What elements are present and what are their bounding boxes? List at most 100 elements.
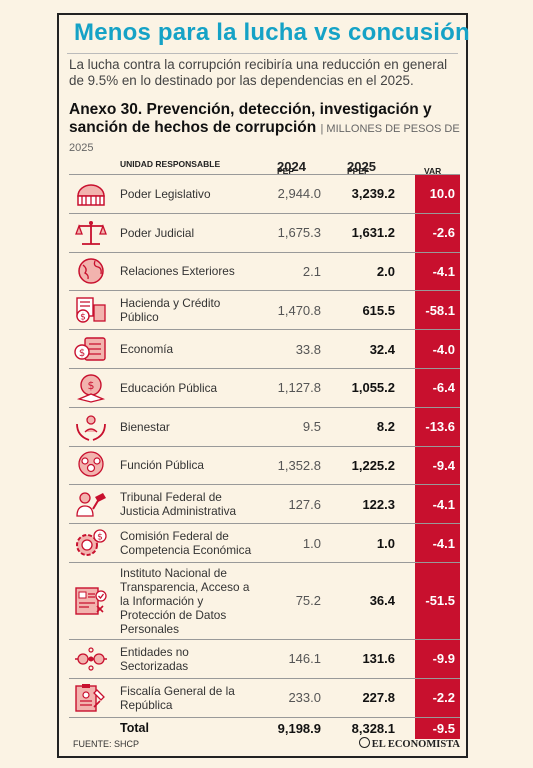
- row-unit-name: Fiscalía General de la República: [120, 683, 235, 712]
- row-pef-2024: 1,470.8: [277, 302, 321, 318]
- row-unit-name: Relaciones Exteriores: [120, 264, 235, 279]
- row-var-percent: -6.4: [415, 368, 460, 407]
- table-row: $ Educación Pública 1,127.8 1,055.2 -6.4: [69, 367, 460, 407]
- row-ppef-2025: 8.2: [376, 419, 395, 435]
- row-var-percent: -9.9: [415, 639, 460, 678]
- row-ppef-2025: 122.3: [362, 496, 395, 512]
- row-unit-name: Economía: [120, 342, 174, 357]
- row-ppef-2025: 1,225.2: [351, 457, 395, 473]
- row-ppef-2025: 2.0: [376, 263, 395, 279]
- legislative-building-icon: [73, 179, 109, 209]
- row-ppef-2025: 36.4: [369, 593, 395, 609]
- table-row: Instituto Nacional de Transparencia, Acc…: [69, 561, 460, 639]
- annex-title-text: Anexo 30. Prevención, detección, investi…: [69, 101, 432, 136]
- row-pef-2024: 2,944.0: [277, 186, 321, 202]
- header-ppef: PPEF 2025: [347, 159, 376, 176]
- table-row: Bienestar 9.5 8.2 -13.6: [69, 406, 460, 446]
- network-nodes-icon: [73, 644, 109, 674]
- lead-text: La lucha contra la corrupción recibiría …: [69, 57, 448, 88]
- header-pef: PEF 2024: [277, 159, 306, 176]
- row-ppef-2025: 1.0: [376, 535, 395, 551]
- gear-dollar-icon: $: [73, 528, 109, 558]
- headline: Menos para la lucha vs concusión: [74, 19, 470, 46]
- row-pef-2024: 1.0: [302, 535, 321, 551]
- row-pef-2024: 1,675.3: [277, 225, 321, 241]
- row-unit-name: Tribunal Federal de Justicia Administrat…: [120, 490, 237, 519]
- row-pef-2024: 233.0: [288, 690, 321, 706]
- row-pef-2024: 2.1: [302, 263, 321, 279]
- row-var-percent: 10.0: [415, 175, 460, 213]
- total-2024: 9,198.9: [277, 720, 321, 736]
- table-row: Poder Judicial 1,675.3 1,631.2 -2.6: [69, 212, 460, 252]
- table-header: UNIDAD RESPONSABLE PEF 2024 PPEF 2025 VA…: [69, 152, 460, 186]
- infographic-frame: Menos para la lucha vs concusión La luch…: [57, 13, 470, 758]
- header-pef-year: 2024: [277, 159, 306, 174]
- row-var-percent: -4.1: [415, 485, 460, 524]
- row-ppef-2025: 1,055.2: [351, 380, 395, 396]
- total-row: Total 9,198.9 8,328.1 -9.5: [69, 716, 460, 739]
- row-pef-2024: 127.6: [288, 496, 321, 512]
- money-calculator-icon: $: [73, 295, 109, 325]
- table-row: $ Economía 33.8 32.4 -4.0: [69, 329, 460, 368]
- row-unit-name: Comisión Federal de Competencia Económic…: [120, 529, 252, 558]
- row-unit-name: Poder Legislativo: [120, 186, 211, 201]
- total-var: -9.5: [415, 717, 460, 739]
- row-var-percent: -4.1: [415, 524, 460, 562]
- svg-text:$: $: [80, 313, 86, 323]
- scales-of-justice-icon: [73, 218, 109, 248]
- table-row: Función Pública 1,352.8 1,225.2 -9.4: [69, 445, 460, 485]
- row-ppef-2025: 1,631.2: [351, 225, 395, 241]
- row-unit-name: Poder Judicial: [120, 225, 195, 240]
- row-unit-name: Bienestar: [120, 419, 170, 434]
- row-var-percent: -4.1: [415, 252, 460, 291]
- row-pef-2024: 146.1: [288, 651, 321, 667]
- row-var-percent: -9.4: [415, 446, 460, 485]
- table-row: $ Comisión Federal de Competencia Económi…: [69, 523, 460, 562]
- row-var-percent: -4.0: [415, 330, 460, 368]
- header-pef-prefix: PEF: [277, 166, 294, 176]
- table-row: Poder Legislativo 2,944.0 3,239.2 10.0: [69, 174, 460, 213]
- row-unit-name: Educación Pública: [120, 380, 218, 395]
- graduation-cap-icon: $: [73, 373, 109, 403]
- row-unit-name: Entidades no Sectorizadas: [120, 644, 189, 673]
- globe-icon: [73, 256, 109, 286]
- row-var-percent: -13.6: [415, 407, 460, 446]
- table-row: Tribunal Federal de Justicia Administrat…: [69, 484, 460, 524]
- brand-logo: EL ECONOMISTA: [358, 737, 460, 750]
- header-ppef-prefix: PPEF: [347, 166, 370, 176]
- divider: [67, 53, 458, 54]
- table-row: Entidades no Sectorizadas 146.1 131.6 -9.9: [69, 638, 460, 678]
- annex-unit: | MILLONES DE PESOS DE 2025: [69, 123, 460, 154]
- row-var-percent: -2.6: [415, 213, 460, 252]
- row-pef-2024: 75.2: [295, 593, 321, 609]
- row-var-percent: -51.5: [415, 562, 460, 639]
- svg-text:$: $: [97, 533, 103, 543]
- row-ppef-2025: 3,239.2: [351, 186, 395, 202]
- row-unit-name: Función Pública: [120, 458, 204, 473]
- header-ppef-year: 2025: [347, 159, 376, 174]
- money-stack-icon: $: [73, 334, 109, 364]
- budget-table: UNIDAD RESPONSABLE PEF 2024 PPEF 2025 VA…: [69, 152, 460, 739]
- table-row: Relaciones Exteriores 2.1 2.0 -4.1: [69, 251, 460, 291]
- row-var-percent: -58.1: [415, 291, 460, 330]
- row-pef-2024: 33.8: [295, 341, 321, 357]
- total-2025: 8,328.1: [351, 720, 395, 736]
- row-unit-name: Instituto Nacional de Transparencia, Acc…: [120, 565, 250, 636]
- row-ppef-2025: 32.4: [369, 341, 395, 357]
- document-check-icon: [73, 586, 109, 616]
- row-var-percent: -2.2: [415, 678, 460, 717]
- annex-title: Anexo 30. Prevención, detección, investi…: [69, 101, 469, 157]
- row-ppef-2025: 131.6: [362, 651, 395, 667]
- hands-care-icon: [73, 412, 109, 442]
- total-label: Total: [120, 721, 149, 736]
- table-row: $ Hacienda y Crédito Público 1,470.8 615.5 -…: [69, 290, 460, 330]
- row-pef-2024: 1,352.8: [277, 457, 321, 473]
- row-pef-2024: 9.5: [302, 419, 321, 435]
- row-pef-2024: 1,127.8: [277, 380, 321, 396]
- table-row: Fiscalía General de la República 233.0 227…: [69, 677, 460, 717]
- judge-icon: [73, 489, 109, 519]
- row-ppef-2025: 227.8: [362, 690, 395, 706]
- brand-name: EL ECONOMISTA: [371, 739, 460, 750]
- brand-mark-icon: [358, 737, 370, 748]
- header-unit: UNIDAD RESPONSABLE: [120, 159, 221, 169]
